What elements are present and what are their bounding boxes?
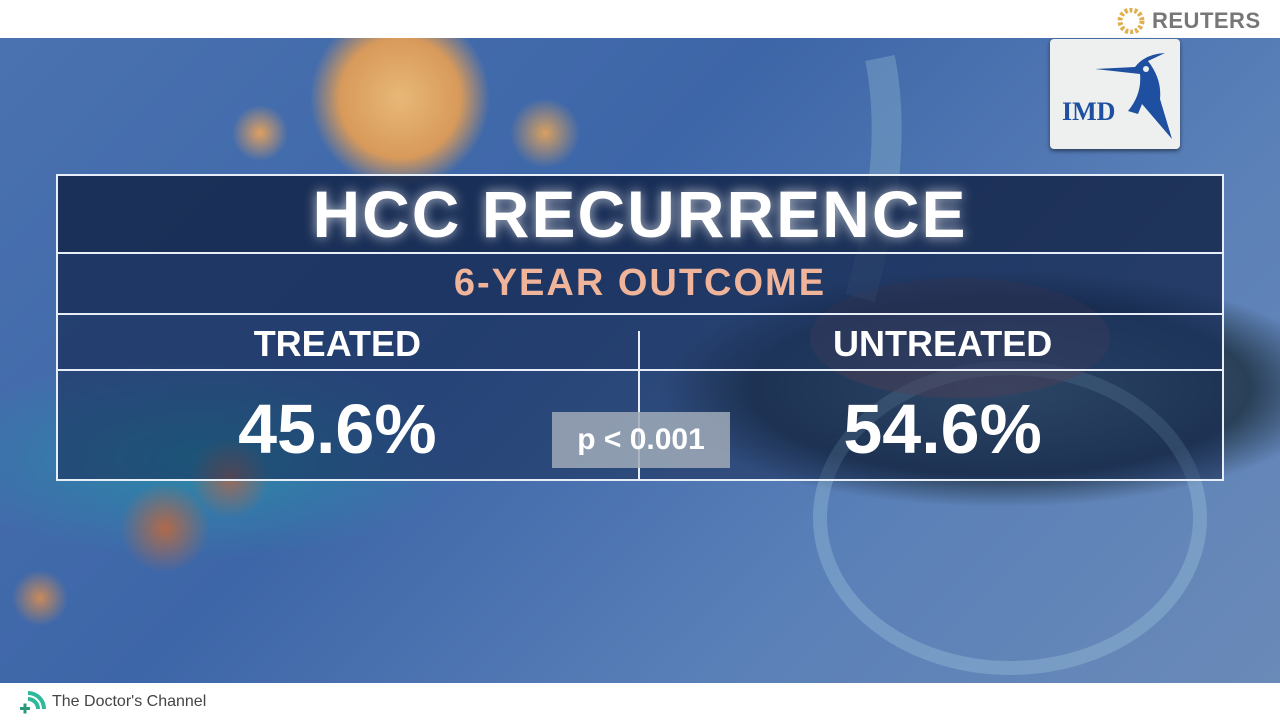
bottom-bar: The Doctor's Channel	[0, 683, 1280, 720]
reuters-text: REUTERS	[1152, 8, 1261, 33]
treated-header: TREATED	[253, 323, 422, 364]
reuters-logo: REUTERS	[1116, 8, 1261, 34]
column-divider	[638, 331, 640, 481]
imd-logo: IMD	[1050, 39, 1180, 149]
imd-text: IMD	[1062, 97, 1116, 126]
results-table: HCC RECURRENCE 6-YEAR OUTCOME TREATED UN…	[56, 174, 1224, 481]
bird-icon	[1095, 53, 1172, 139]
table-title: HCC RECURRENCE	[312, 177, 968, 251]
untreated-value: 54.6%	[843, 390, 1042, 468]
p-value-badge: p < 0.001	[552, 412, 730, 468]
untreated-header: UNTREATED	[832, 323, 1053, 364]
top-bar: REUTERS	[0, 0, 1280, 38]
doctors-channel-icon	[20, 690, 46, 713]
treated-value: 45.6%	[238, 390, 437, 468]
reuters-dots-icon	[1117, 8, 1145, 34]
table-subtitle: 6-YEAR OUTCOME	[453, 262, 827, 304]
channel-name: The Doctor's Channel	[52, 692, 207, 710]
